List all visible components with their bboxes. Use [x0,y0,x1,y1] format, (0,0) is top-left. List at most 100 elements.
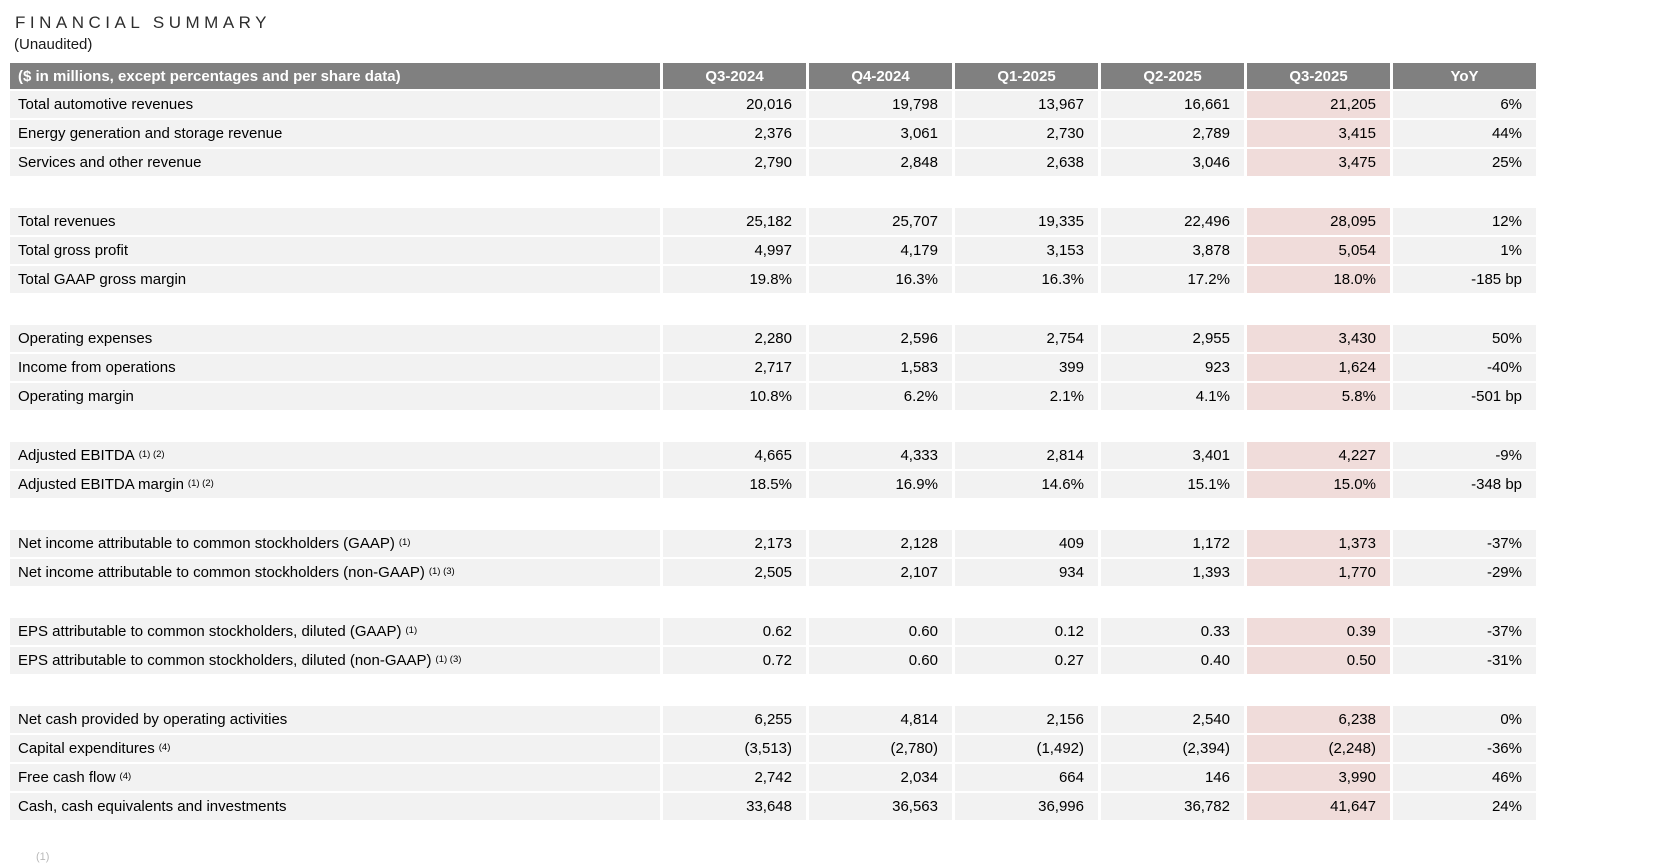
value-cell: 2,638 [952,149,1098,176]
value-cell: 2,814 [952,442,1098,469]
group-separator [10,500,1536,530]
value-cell: 2,034 [806,764,952,791]
row-label: Total revenues [10,208,660,235]
table-row: Energy generation and storage revenue 2,3… [10,120,1536,149]
value-cell: 16.3% [806,266,952,293]
value-cell: 664 [952,764,1098,791]
yoy-value-cell: 0% [1390,706,1536,733]
value-cell: 146 [1098,764,1244,791]
value-cell: 3,878 [1098,237,1244,264]
value-cell: 19,335 [952,208,1098,235]
value-cell: 20,016 [660,91,806,118]
row-label: Operating expenses [10,325,660,352]
value-cell: 4,997 [660,237,806,264]
row-label: Total gross profit [10,237,660,264]
group-separator [10,588,1536,618]
value-cell: 4,179 [806,237,952,264]
table-row: Net income attributable to common stockh… [10,559,1536,588]
yoy-value-cell: -185 bp [1390,266,1536,293]
value-cell: 934 [952,559,1098,586]
value-cell: 13,967 [952,91,1098,118]
table-row: Adjusted EBITDA margin (1) (2) 18.5% 16.9% 1… [10,471,1536,500]
value-cell: 6.2% [806,383,952,410]
group-separator [10,178,1536,208]
table-row: Total GAAP gross margin 19.8% 16.3% 16.3% 17… [10,266,1536,295]
value-cell: 3,401 [1098,442,1244,469]
footnote-reference: (1) [405,625,418,636]
value-cell: 4,814 [806,706,952,733]
value-cell: 6,238 [1244,706,1390,733]
row-label: Net cash provided by operating activitie… [10,706,660,733]
value-cell: 2,955 [1098,325,1244,352]
value-cell: 16,661 [1098,91,1244,118]
value-cell: 15.1% [1098,471,1244,498]
value-cell: 3,415 [1244,120,1390,147]
value-cell: 2,128 [806,530,952,557]
yoy-value-cell: -37% [1390,618,1536,645]
value-cell: 2,107 [806,559,952,586]
value-cell: 18.0% [1244,266,1390,293]
value-cell: 16.3% [952,266,1098,293]
value-cell: 36,563 [806,793,952,820]
row-label: Services and other revenue [10,149,660,176]
yoy-value-cell: -31% [1390,647,1536,674]
value-cell: 19.8% [660,266,806,293]
page-subtitle: (Unaudited) [14,36,93,53]
value-cell: 0.40 [1098,647,1244,674]
value-cell: 3,061 [806,120,952,147]
yoy-value-cell: 6% [1390,91,1536,118]
value-cell: 2.1% [952,383,1098,410]
page-title: FINANCIAL SUMMARY [15,13,271,32]
value-cell: 4.1% [1098,383,1244,410]
financial-summary-table: ($ in millions, except percentages and p… [10,63,1536,822]
value-cell: 1,624 [1244,354,1390,381]
value-cell: 3,046 [1098,149,1244,176]
yoy-value-cell: 46% [1390,764,1536,791]
value-cell: 0.60 [806,647,952,674]
row-label: Free cash flow (4) [10,764,660,791]
footnote-reference: (1) (2) [138,449,165,460]
value-cell: 18.5% [660,471,806,498]
row-label: Operating margin [10,383,660,410]
yoy-value-cell: -348 bp [1390,471,1536,498]
value-cell: 4,227 [1244,442,1390,469]
table-body: Total automotive revenues 20,016 19,798 13,… [10,91,1536,822]
table-row: Services and other revenue 2,790 2,848 2,63… [10,149,1536,178]
group-separator [10,676,1536,706]
yoy-value-cell: 25% [1390,149,1536,176]
row-label: Adjusted EBITDA (1) (2) [10,442,660,469]
table-row: Cash, cash equivalents and investments 33… [10,793,1536,822]
value-cell: 36,996 [952,793,1098,820]
value-cell: 923 [1098,354,1244,381]
group-separator [10,295,1536,325]
value-cell: 1,373 [1244,530,1390,557]
value-cell: 3,990 [1244,764,1390,791]
value-cell: 1,770 [1244,559,1390,586]
value-cell: 1,583 [806,354,952,381]
value-cell: 33,648 [660,793,806,820]
table-row: Free cash flow (4) 2,742 2,034 664 146 3,990 46… [10,764,1536,793]
value-cell: 1,172 [1098,530,1244,557]
yoy-value-cell: -37% [1390,530,1536,557]
value-cell: 28,095 [1244,208,1390,235]
yoy-value-cell: -40% [1390,354,1536,381]
footnote-reference: (1) (3) [428,566,455,577]
value-cell: 22,496 [1098,208,1244,235]
value-cell: 2,540 [1098,706,1244,733]
value-cell: 2,505 [660,559,806,586]
row-label: EPS attributable to common stockholders,… [10,647,660,674]
row-label: Capital expenditures (4) [10,735,660,762]
row-label: Net income attributable to common stockh… [10,530,660,557]
table-header-row: ($ in millions, except percentages and p… [10,63,1536,89]
row-label: EPS attributable to common stockholders,… [10,618,660,645]
column-header-q3-2025: Q3-2025 [1244,63,1390,89]
footnote-reference: (1) (2) [187,478,214,489]
table-row: Adjusted EBITDA (1) (2) 4,665 4,333 2,814 3,4… [10,442,1536,471]
value-cell: 2,754 [952,325,1098,352]
value-cell: 3,430 [1244,325,1390,352]
value-cell: 0.39 [1244,618,1390,645]
yoy-value-cell: 1% [1390,237,1536,264]
column-header-q3-2024: Q3-2024 [660,63,806,89]
row-label: Net income attributable to common stockh… [10,559,660,586]
value-cell: 4,333 [806,442,952,469]
